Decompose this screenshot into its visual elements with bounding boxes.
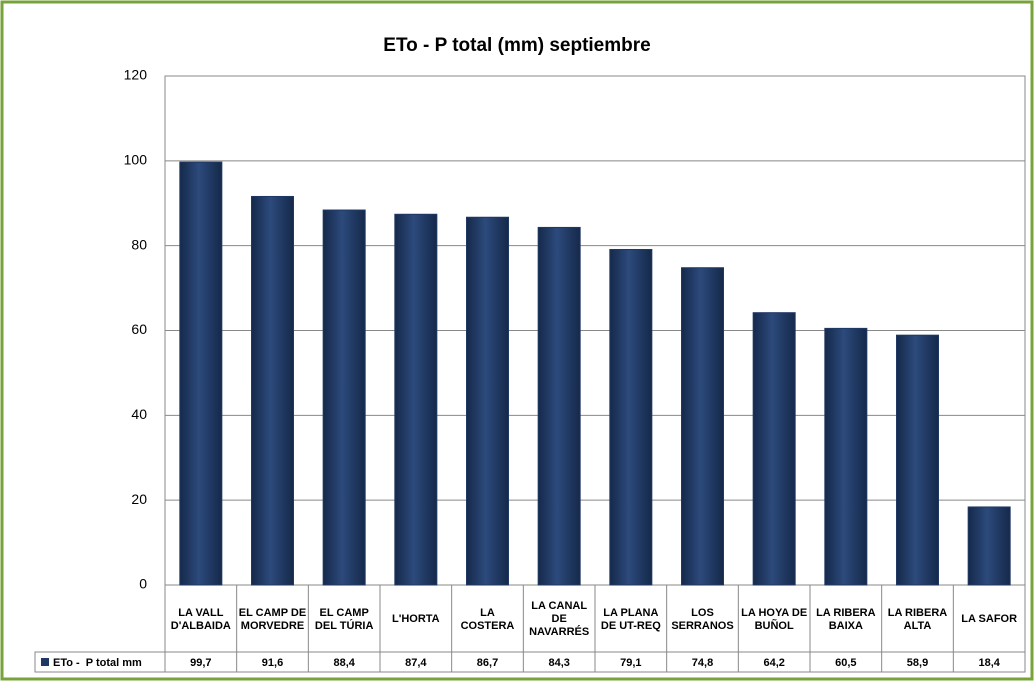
x-tick-label: LA CANAL DE NAVARRÉS bbox=[529, 600, 590, 638]
table-value: 99,7 bbox=[190, 657, 211, 669]
y-tick-label: 0 bbox=[139, 576, 147, 592]
x-tick-label: LA VALL D'ALBAIDA bbox=[170, 606, 231, 632]
y-tick-label: 100 bbox=[124, 152, 148, 168]
chart-title: ETo - P total (mm) septiembre bbox=[383, 35, 650, 56]
bar bbox=[251, 195, 294, 586]
bar bbox=[609, 248, 653, 586]
bar bbox=[466, 216, 509, 586]
y-tick-label: 80 bbox=[131, 236, 147, 252]
x-tick-label: LA RIBERA BAIXA bbox=[816, 606, 876, 632]
table-value: 79,1 bbox=[620, 657, 641, 669]
x-tick-label: L'HORTA bbox=[392, 613, 440, 625]
table-value: 18,4 bbox=[978, 657, 1000, 669]
x-tick-label: LOS SERRANOS bbox=[671, 606, 734, 632]
bar bbox=[322, 209, 366, 586]
bar bbox=[896, 334, 939, 586]
y-tick-label: 120 bbox=[124, 67, 148, 83]
bar bbox=[537, 226, 581, 586]
table-value: 91,6 bbox=[262, 657, 283, 669]
bar bbox=[824, 327, 868, 586]
table-value: 64,2 bbox=[763, 657, 784, 669]
y-tick-label: 40 bbox=[131, 406, 147, 422]
table-value: 88,4 bbox=[333, 657, 355, 669]
bar bbox=[967, 506, 1011, 586]
bar bbox=[394, 213, 438, 586]
y-tick-label: 60 bbox=[131, 321, 147, 337]
table-value: 74,8 bbox=[692, 657, 713, 669]
x-tick-label: LA RIBERA ALTA bbox=[887, 606, 948, 632]
x-tick-label: LA HOYA DE BUÑOL bbox=[741, 606, 808, 632]
x-tick-label: LA SAFOR bbox=[961, 613, 1018, 625]
x-tick-label: EL CAMP DEL TÚRIA bbox=[314, 606, 374, 632]
table-value: 84,3 bbox=[548, 657, 569, 669]
bar bbox=[179, 161, 223, 586]
x-tick-label: LA COSTERA bbox=[460, 606, 515, 632]
bar bbox=[681, 267, 724, 586]
y-tick-label: 20 bbox=[131, 491, 147, 507]
bar bbox=[752, 312, 796, 586]
legend-label: ETo - P total mm bbox=[53, 657, 142, 669]
x-tick-label: EL CAMP DE MORVEDRE bbox=[238, 606, 307, 632]
x-tick-label: LA PLANA DE UT-REQ bbox=[600, 606, 661, 632]
table-value: 58,9 bbox=[907, 657, 928, 669]
legend-key bbox=[41, 658, 49, 666]
table-value: 60,5 bbox=[835, 657, 856, 669]
table-value: 87,4 bbox=[405, 657, 427, 669]
table-value: 86,7 bbox=[477, 657, 498, 669]
